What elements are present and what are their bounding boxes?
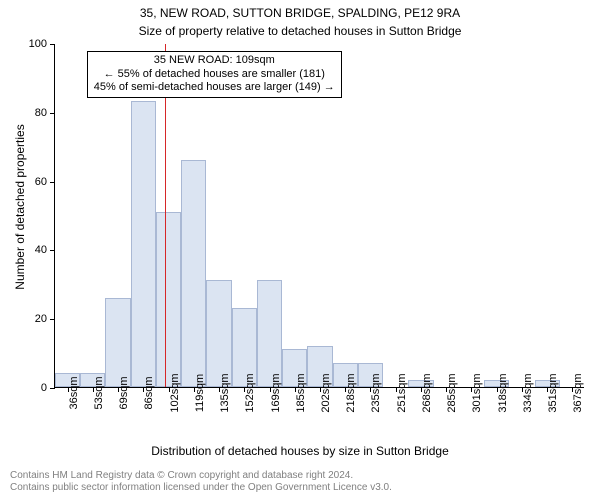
x-tick-label: 169sqm [270, 373, 282, 412]
x-tick-label: 135sqm [219, 373, 231, 412]
x-tick-label: 102sqm [169, 373, 181, 412]
y-tick [50, 44, 55, 45]
x-tick-label: 367sqm [572, 373, 584, 412]
y-tick [50, 182, 55, 183]
x-tick-label: 36sqm [68, 376, 80, 409]
x-tick-label: 69sqm [118, 376, 130, 409]
plot-area: 02040608010036sqm53sqm69sqm86sqm102sqm11… [54, 44, 584, 388]
chart-title-address: 35, NEW ROAD, SUTTON BRIDGE, SPALDING, P… [0, 6, 600, 20]
histogram-bar [181, 160, 206, 387]
x-tick-label: 218sqm [345, 373, 357, 412]
y-tick [50, 250, 55, 251]
y-axis-label: Number of detached properties [13, 47, 27, 367]
y-tick-label: 100 [29, 38, 47, 50]
x-tick-label: 318sqm [497, 373, 509, 412]
x-tick-label: 351sqm [547, 373, 559, 412]
x-tick-label: 53sqm [93, 376, 105, 409]
x-tick-label: 86sqm [143, 376, 155, 409]
x-tick-label: 152sqm [244, 373, 256, 412]
chart-container: 35, NEW ROAD, SUTTON BRIDGE, SPALDING, P… [0, 0, 600, 500]
x-axis-label: Distribution of detached houses by size … [0, 444, 600, 458]
x-tick-label: 285sqm [446, 373, 458, 412]
chart-subtitle: Size of property relative to detached ho… [0, 24, 600, 38]
annotation-line-2: ← 55% of detached houses are smaller (18… [94, 68, 335, 82]
footer-line-2: Contains public sector information licen… [10, 482, 392, 494]
footer-attribution: Contains HM Land Registry data © Crown c… [10, 470, 392, 494]
y-tick-label: 0 [41, 382, 47, 394]
histogram-bar [105, 298, 130, 387]
x-tick-label: 268sqm [421, 373, 433, 412]
y-tick-label: 80 [35, 107, 47, 119]
y-tick-label: 20 [35, 313, 47, 325]
histogram-bar [156, 212, 181, 387]
x-tick-label: 119sqm [194, 374, 206, 412]
y-tick [50, 319, 55, 320]
annotation-line-1: 35 NEW ROAD: 109sqm [94, 54, 335, 68]
x-tick-label: 251sqm [396, 373, 408, 412]
histogram-bar [257, 280, 282, 387]
x-tick-label: 301sqm [471, 373, 483, 412]
y-tick [50, 388, 55, 389]
x-tick-label: 334sqm [522, 373, 534, 412]
y-tick-label: 60 [35, 176, 47, 188]
footer-line-1: Contains HM Land Registry data © Crown c… [10, 470, 392, 482]
annotation-box: 35 NEW ROAD: 109sqm← 55% of detached hou… [87, 51, 342, 98]
annotation-line-3: 45% of semi-detached houses are larger (… [94, 81, 335, 95]
histogram-bar [206, 280, 231, 387]
x-tick-label: 235sqm [370, 373, 382, 412]
y-tick-label: 40 [35, 244, 47, 256]
y-tick [50, 113, 55, 114]
histogram-bar [131, 101, 156, 387]
x-tick-label: 185sqm [295, 373, 307, 412]
x-tick-label: 202sqm [320, 373, 332, 412]
